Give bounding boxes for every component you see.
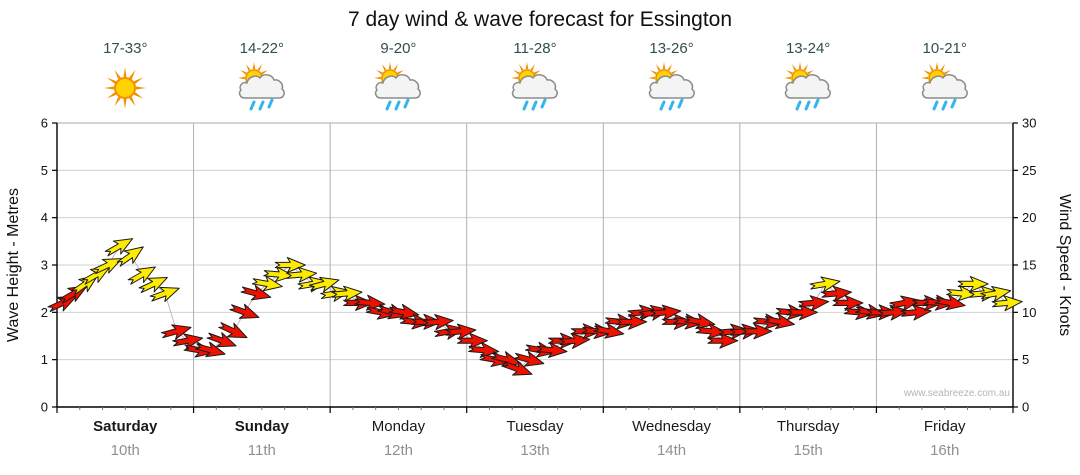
right-axis-tick-label: 10 [1022,305,1036,320]
wind-arrow [104,238,134,257]
wind-arrow [559,332,591,349]
day-date: 15th [793,442,823,459]
left-axis-tick-label: 3 [41,258,48,273]
wind-arrow [468,341,500,358]
right-axis-tick-label: 25 [1022,163,1036,178]
wind-arrow [194,341,226,358]
day-name: Monday [371,418,426,435]
day-name: Saturday [93,418,158,435]
left-axis-tick-label: 5 [41,163,48,178]
wind-arrow [93,258,123,275]
temp-range: 13-24° [785,40,831,57]
wind-arrow [206,332,237,348]
day-date: 16th [930,442,960,459]
sun-cloud-rain-icon [917,62,973,116]
wind-arrow [684,313,716,330]
sun-cloud-rain-icon [780,62,836,116]
tick-labels: 0 1 2 3 4 5 6 0 5 10 15 20 25 30 [41,116,1037,415]
wind-arrow [536,341,568,358]
wind-arrow [263,266,295,283]
temp-range: 9-20° [380,40,417,57]
right-axis-tick-label: 5 [1022,352,1029,367]
sun-cloud-rain-icon [507,62,563,116]
wind-arrow [229,303,260,319]
wind-arrow [763,313,795,330]
wind-arrow [832,294,864,311]
day-name: Thursday [776,418,840,435]
wind-arrow [741,323,773,340]
sun-cloud-rain-icon [234,62,290,116]
day-name: Sunday [234,418,289,435]
wind-arrow [172,333,204,350]
wind-arrow [47,296,77,313]
wind-arrow [388,303,420,320]
day-date: 12th [383,442,414,459]
wind-arrow [456,332,488,349]
day-date: 10th [110,442,140,459]
wind-arrow [286,266,318,283]
left-axis-tick-label: 1 [41,352,48,367]
wind-arrow [160,324,192,340]
temp-range: 13-26° [649,40,694,57]
day-column: 11-28° Tuesday 13th [467,40,604,470]
day-name: Wednesday [632,418,712,435]
wind-arrow [149,286,180,302]
wind-arrow [957,275,989,292]
chart-title: 7 day wind & wave forecast for Essington [347,8,733,31]
day-column: 17-33° Saturday 10th [57,40,194,470]
wind-arrow [946,285,978,302]
day-name: Friday [923,418,966,435]
wind-arrow [502,360,533,376]
wind-arrow [82,266,111,285]
wind-arrow [251,275,283,292]
right-axis-tick-label: 0 [1022,400,1029,415]
day-column: 13-24° Thursday 15th [740,40,877,470]
right-axis-tick-label: 30 [1022,116,1036,131]
right-axis-tick-label: 20 [1022,210,1036,225]
wind-arrow [116,246,144,267]
day-date: 11th [247,442,276,459]
wind-arrow [798,295,830,312]
day-date: 13th [520,442,550,459]
temp-range: 11-28° [513,40,557,57]
wind-arrow [593,322,625,339]
wind-arrow [218,322,248,339]
left-axis-tick-label: 0 [41,400,48,415]
day-column: 10-21° Friday 16th [876,40,1013,470]
wind-arrow [490,351,522,367]
wind-arrow [422,314,454,331]
day-column: 9-20° Monday 12th [330,40,467,470]
temp-range: 14-22° [239,40,285,57]
wind-arrow [127,266,156,285]
wind-arrow [308,276,340,293]
wind-arrow [991,295,1023,312]
wind-arrow [513,351,545,367]
left-axis-tick-label: 2 [41,305,48,320]
temp-range: 17-33° [103,40,148,57]
right-axis-tick-label: 15 [1022,258,1036,273]
left-axis-tick-label: 4 [41,210,48,225]
day-column: 14-22° Sunday 11th [194,40,331,470]
wind-arrow [900,304,932,321]
day-date: 14th [656,442,687,459]
day-column: 13-26° Wednesday 14th [603,40,740,470]
wind-arrows [47,238,1023,376]
wind-arrow [707,332,739,349]
left-axis-tick-label: 6 [41,116,48,131]
wind-arrow [240,284,272,301]
day-name: Tuesday [506,418,564,435]
temp-range: 10-21° [922,40,967,57]
watermark: www.seabreeze.com.au [903,388,1010,399]
wind-arrow [274,257,306,273]
sun-cloud-rain-icon [644,62,700,116]
wind-arrow [787,304,818,321]
sun-cloud-rain-icon [370,62,426,116]
sun-icon [97,62,153,116]
wind-arrow [616,313,648,330]
wind-arrow [354,294,386,311]
wind-arrow [138,277,168,294]
wind-arrow [934,294,966,311]
